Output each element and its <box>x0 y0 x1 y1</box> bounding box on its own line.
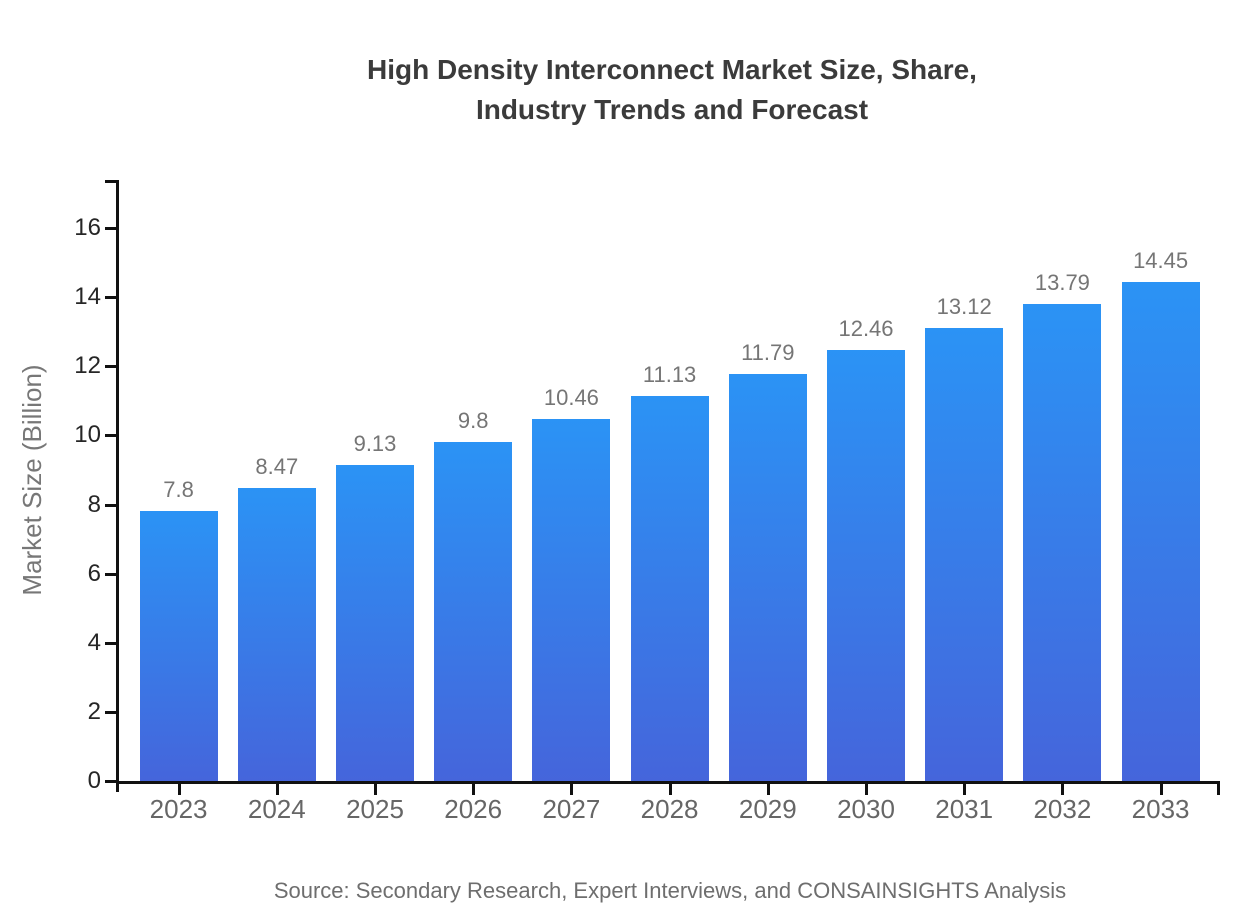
y-tick <box>105 365 116 369</box>
y-tick <box>105 434 116 438</box>
bar-2030 <box>827 350 905 781</box>
x-tick-label-2023: 2023 <box>149 794 208 824</box>
bar-value-label: 10.46 <box>543 385 599 411</box>
x-tick-label-2027: 2027 <box>542 794 601 824</box>
bar-value-label: 11.13 <box>642 362 697 388</box>
x-tick <box>668 784 672 795</box>
x-tick-label-2025: 2025 <box>346 794 404 824</box>
x-tick <box>374 784 377 795</box>
y-tick <box>105 296 116 300</box>
y-axis-line <box>116 180 119 792</box>
x-tick <box>1159 784 1163 795</box>
x-tick <box>177 784 181 795</box>
bar-value-label: 14.45 <box>1133 247 1189 273</box>
x-tick <box>570 784 574 795</box>
y-tick-label: 6 <box>87 559 101 587</box>
bar-2023 <box>139 511 218 781</box>
y-tick-label: 2 <box>87 697 101 725</box>
y-tick-label: 4 <box>87 628 101 656</box>
x-tick-label-2026: 2026 <box>444 794 503 824</box>
x-tick <box>766 784 770 795</box>
y-axis-end-cap <box>105 180 116 183</box>
x-tick-label-2030: 2030 <box>837 794 895 824</box>
chart-title: High Density Interconnect Market Size, S… <box>72 50 1260 130</box>
x-axis-line <box>116 781 1220 784</box>
bar-value-label: 9.8 <box>457 408 489 434</box>
bar-value-label: 13.12 <box>936 293 992 319</box>
y-tick-label: 16 <box>74 214 101 241</box>
x-tick-label-2033: 2033 <box>1131 794 1190 824</box>
bar-2033 <box>1121 281 1200 781</box>
bar-2029 <box>728 373 807 781</box>
x-tick <box>963 784 967 795</box>
bar-2025 <box>336 465 414 781</box>
bar-2032 <box>1023 304 1102 781</box>
y-tick-label: 8 <box>87 490 101 518</box>
x-tick <box>472 784 476 795</box>
y-tick-label: 10 <box>74 421 101 449</box>
bar-value-label: 9.13 <box>353 431 397 457</box>
bar-2026 <box>434 442 513 781</box>
x-tick-label-2028: 2028 <box>640 794 699 824</box>
x-tick <box>275 784 279 795</box>
y-axis-title: Market Size (Billion) <box>17 364 47 596</box>
bar-2024 <box>237 488 316 781</box>
y-tick <box>105 710 116 714</box>
x-tick-label-2032: 2032 <box>1033 794 1092 824</box>
x-tick-label-2031: 2031 <box>935 794 994 824</box>
x-axis-end-cap <box>1217 784 1220 795</box>
chart-title-line2: Industry Trends and Forecast <box>475 94 869 125</box>
y-tick-label: 12 <box>74 352 101 380</box>
x-tick <box>1061 784 1065 795</box>
source-note: Source: Secondary Research, Expert Inter… <box>273 878 1067 903</box>
chart-title-line1: High Density Interconnect Market Size, S… <box>367 54 977 85</box>
bar-2027 <box>532 419 611 781</box>
y-tick <box>105 572 116 576</box>
x-tick <box>865 784 868 795</box>
y-tick <box>105 780 116 783</box>
bar-2031 <box>925 327 1004 781</box>
bar-2028 <box>630 396 709 781</box>
y-tick <box>105 641 116 645</box>
y-tick <box>105 227 116 230</box>
bar-value-label: 12.46 <box>838 316 894 342</box>
x-tick-label-2024: 2024 <box>247 794 306 824</box>
y-tick <box>105 503 116 507</box>
bar-value-label: 11.79 <box>741 339 795 365</box>
y-tick-label: 0 <box>87 767 101 794</box>
x-tick-label-2029: 2029 <box>738 794 797 824</box>
bar-value-label: 7.8 <box>163 477 194 503</box>
y-tick-label: 14 <box>74 283 101 311</box>
bar-value-label: 8.47 <box>255 454 299 480</box>
bar-value-label: 13.79 <box>1034 270 1090 296</box>
